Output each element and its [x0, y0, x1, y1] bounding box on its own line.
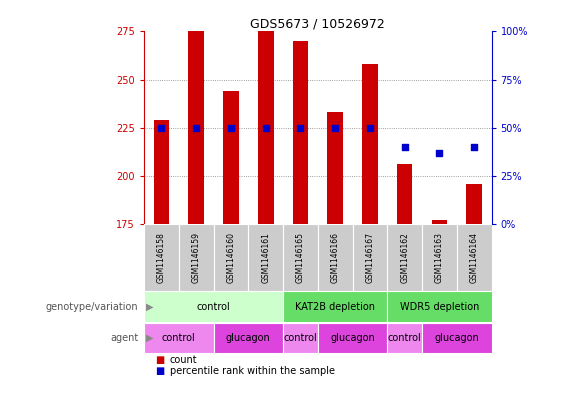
Bar [432, 220, 447, 224]
Bar [397, 164, 412, 224]
Text: control: control [162, 333, 195, 343]
Point [296, 125, 305, 131]
Bar [214, 323, 283, 353]
Title: GDS5673 / 10526972: GDS5673 / 10526972 [250, 17, 385, 30]
Text: WDR5 depletion: WDR5 depletion [400, 301, 479, 312]
Bar [318, 224, 353, 291]
Bar [179, 224, 214, 291]
Point [331, 125, 340, 131]
Text: ■: ■ [155, 366, 164, 376]
Bar [283, 224, 318, 291]
Bar [283, 292, 388, 321]
Bar [457, 224, 492, 291]
Text: glucagon: glucagon [434, 333, 479, 343]
Bar [188, 29, 204, 224]
Text: count: count [170, 354, 197, 365]
Text: genotype/variation: genotype/variation [46, 301, 138, 312]
Text: percentile rank within the sample: percentile rank within the sample [170, 366, 334, 376]
Point [470, 144, 479, 150]
Bar [422, 323, 492, 353]
Bar [422, 224, 457, 291]
Text: control: control [284, 333, 318, 343]
Bar [327, 112, 343, 224]
Text: GSM1146166: GSM1146166 [331, 232, 340, 283]
Text: GSM1146164: GSM1146164 [470, 232, 479, 283]
Bar [283, 323, 318, 353]
Bar [258, 29, 273, 224]
Text: agent: agent [110, 333, 138, 343]
Bar [353, 224, 388, 291]
Point [400, 144, 409, 150]
Bar [223, 91, 239, 224]
Bar [293, 41, 308, 224]
Text: GSM1146165: GSM1146165 [296, 232, 305, 283]
Text: GSM1146158: GSM1146158 [157, 232, 166, 283]
Text: control: control [197, 301, 231, 312]
Point [435, 150, 444, 156]
Text: KAT2B depletion: KAT2B depletion [295, 301, 375, 312]
Text: ▶: ▶ [146, 333, 153, 343]
Bar [466, 184, 482, 224]
Bar [214, 224, 249, 291]
Point [157, 125, 166, 131]
Bar [154, 120, 170, 224]
Bar [249, 224, 283, 291]
Text: glucagon: glucagon [226, 333, 271, 343]
Text: GSM1146163: GSM1146163 [435, 232, 444, 283]
Bar [388, 323, 422, 353]
Point [192, 125, 201, 131]
Bar [362, 64, 378, 224]
Text: ▶: ▶ [146, 301, 153, 312]
Bar [144, 224, 179, 291]
Text: GSM1146159: GSM1146159 [192, 232, 201, 283]
Bar [388, 292, 492, 321]
Bar [388, 224, 422, 291]
Text: glucagon: glucagon [330, 333, 375, 343]
Text: GSM1146167: GSM1146167 [366, 232, 375, 283]
Point [227, 125, 236, 131]
Bar [144, 323, 214, 353]
Bar [318, 323, 388, 353]
Text: control: control [388, 333, 421, 343]
Point [261, 125, 270, 131]
Bar [144, 292, 283, 321]
Text: GSM1146161: GSM1146161 [261, 232, 270, 283]
Point [366, 125, 375, 131]
Text: GSM1146160: GSM1146160 [227, 232, 236, 283]
Text: GSM1146162: GSM1146162 [400, 232, 409, 283]
Text: ■: ■ [155, 354, 164, 365]
